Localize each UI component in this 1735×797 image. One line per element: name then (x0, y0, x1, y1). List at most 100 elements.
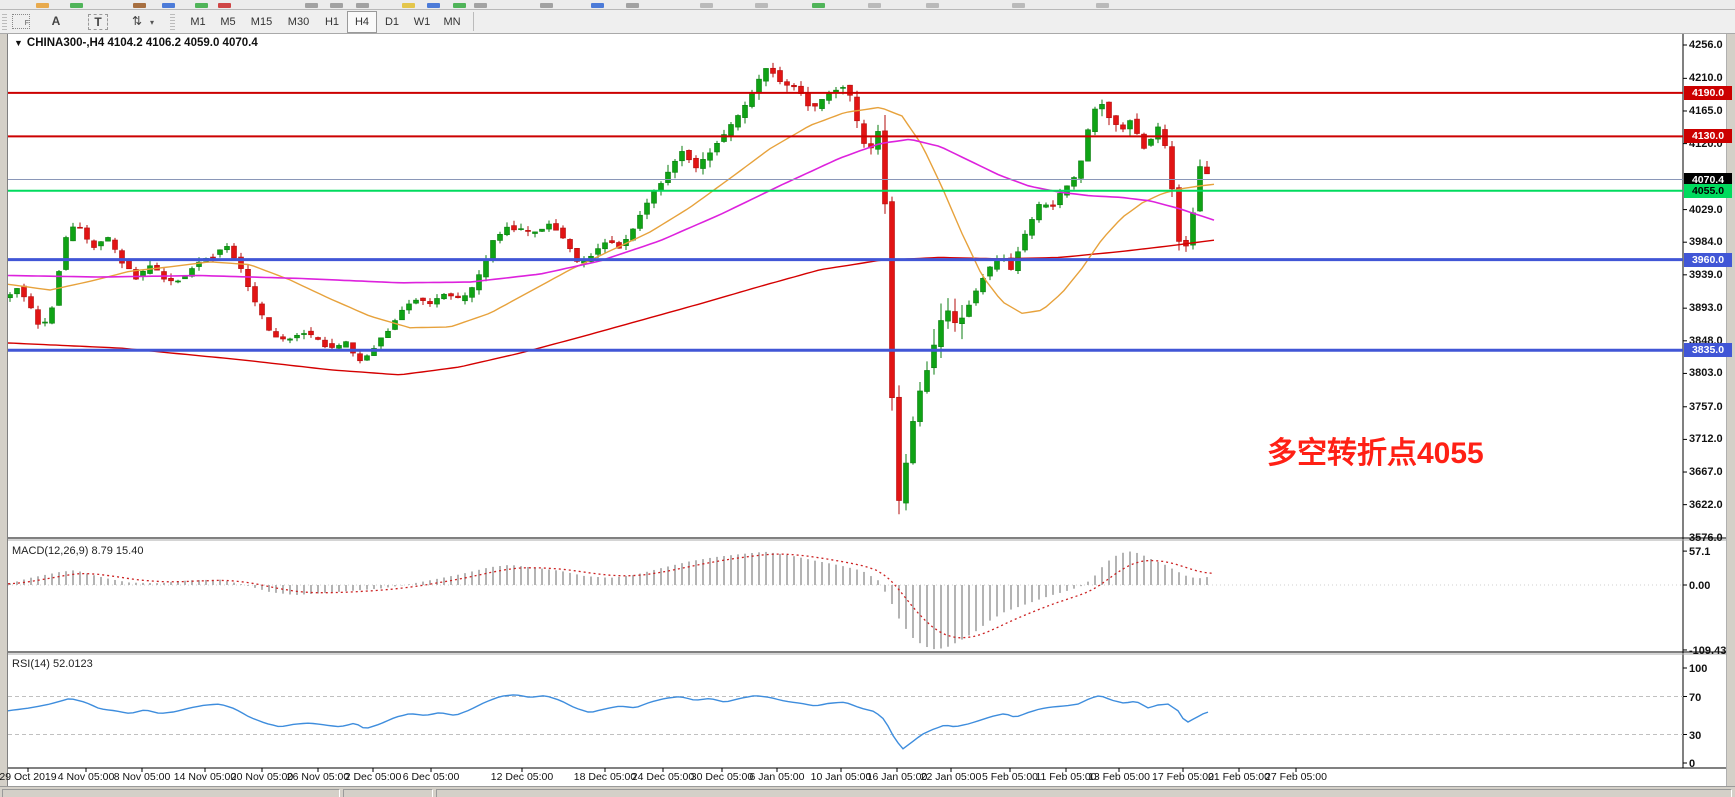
date-tick: 18 Dec 05:00 (573, 771, 637, 783)
macd-indicator-label: MACD(12,26,9) 8.79 15.40 (12, 545, 144, 557)
price-level-badge-3835: 3835.0 (1684, 343, 1732, 357)
toolbar-drag-handle[interactable] (2, 13, 7, 30)
rsi-indicator-label: RSI(14) 52.0123 (12, 658, 93, 670)
date-tick: 6 Jan 05:00 (749, 771, 805, 783)
rsi-tick-0: 0 (1689, 758, 1696, 770)
ohlc-text: CHINA300-,H4 4104.2 4106.2 4059.0 4070.4 (26, 37, 258, 49)
timeframe-button-m15[interactable]: M15 (250, 16, 273, 28)
toolbar-icon-partial[interactable] (402, 3, 415, 8)
text-label-icon[interactable]: A (51, 14, 61, 28)
toolbar-icon-partial[interactable] (926, 3, 939, 8)
timeframe-button-m5[interactable]: M5 (220, 16, 236, 28)
price-tick-3757: 3757.0 (1689, 401, 1723, 413)
date-tick: 27 Feb 05:00 (1265, 771, 1327, 783)
rsi-tick-30: 30 (1689, 730, 1702, 742)
toolbar-icon-partial[interactable] (162, 3, 175, 8)
text-box-icon[interactable]: T (88, 14, 108, 30)
timeframe-drag-handle[interactable] (170, 13, 175, 30)
status-pane (436, 789, 1732, 797)
timeframe-button-m1[interactable]: M1 (190, 16, 206, 28)
toolbar-icon-partial[interactable] (1096, 3, 1109, 8)
toolbar-icon-partial[interactable] (133, 3, 146, 8)
timeframe-button-d1[interactable]: D1 (384, 16, 400, 28)
toolbar-icon-partial[interactable] (591, 3, 604, 8)
toolbar-icon-partial[interactable] (305, 3, 318, 8)
symbol-dropdown-icon[interactable]: ▼ (14, 38, 23, 48)
price-tick-3622: 3622.0 (1689, 499, 1723, 511)
date-tick: 20 Nov 05:00 (230, 771, 294, 783)
date-tick: 16 Jan 05:00 (866, 771, 928, 783)
date-tick: 11 Feb 05:00 (1035, 771, 1097, 783)
price-tick-4210: 4210.0 (1689, 72, 1723, 84)
price-tick-4029: 4029.0 (1689, 204, 1723, 216)
status-pane (343, 789, 433, 797)
macd-tick-57.1: 57.1 (1689, 546, 1711, 558)
date-tick: 12 Dec 05:00 (490, 771, 554, 783)
toolbar-icon-partial[interactable] (427, 3, 440, 8)
rsi-tick-70: 70 (1689, 692, 1702, 704)
toolbar-icon-partial[interactable] (755, 3, 768, 8)
toolbar-row: F A T ⇅ ▾ M1 M5 M15 M30 H1 H4 D1 W1 MN (0, 10, 1735, 34)
macd-tick-0.00: 0.00 (1689, 580, 1711, 592)
toolbar-icon-partial[interactable] (330, 3, 343, 8)
date-tick: 17 Feb 05:00 (1152, 771, 1214, 783)
toolbar-separator (473, 12, 474, 31)
toolbar-icon-partial[interactable] (812, 3, 825, 8)
rsi-panel-resize-handle[interactable] (0, 651, 1735, 655)
toolbar-icon-partial[interactable] (70, 3, 83, 8)
crosshair-grid-icon[interactable]: F (12, 14, 30, 29)
chart-ohlc-title: ▼ CHINA300-,H4 4104.2 4106.2 4059.0 4070.… (14, 37, 258, 49)
date-tick: 4 Nov 05:00 (57, 771, 115, 783)
macd-panel-resize-handle[interactable] (0, 538, 1735, 542)
price-tick-3667: 3667.0 (1689, 466, 1723, 478)
toolbar-icon-partial[interactable] (474, 3, 487, 8)
pivot-annotation-text: 多空转折点4055 (1267, 437, 1484, 470)
date-tick: 2 Dec 05:00 (344, 771, 402, 783)
date-tick: 13 Feb 05:00 (1088, 771, 1150, 783)
toolbar-icon-partial[interactable] (1012, 3, 1025, 8)
window-left-edge (0, 33, 8, 797)
status-pane (2, 789, 340, 797)
date-tick: 6 Dec 05:00 (402, 771, 460, 783)
price-tick-4256: 4256.0 (1689, 39, 1723, 51)
chevron-down-icon[interactable]: ▾ (150, 18, 155, 27)
toolbar-icon-partial[interactable] (36, 3, 49, 8)
toolbar-icon-partial[interactable] (700, 3, 713, 8)
timeframe-button-h4[interactable]: H4 (347, 11, 377, 33)
timeframe-button-m30[interactable]: M30 (287, 16, 310, 28)
timeframe-button-h1[interactable]: H1 (324, 16, 340, 28)
toolbar-icon-partial[interactable] (356, 3, 369, 8)
timeframe-button-w1[interactable]: W1 (413, 16, 431, 28)
toolbar-icon-partial[interactable] (195, 3, 208, 8)
date-tick: 14 Nov 05:00 (173, 771, 237, 783)
status-bar (0, 786, 1735, 797)
price-level-badge-4130: 4130.0 (1684, 129, 1732, 143)
price-tick-3984: 3984.0 (1689, 236, 1723, 248)
price-tick-3939: 3939.0 (1689, 269, 1723, 281)
timeframe-button-mn[interactable]: MN (443, 16, 461, 28)
date-tick: 26 Nov 05:00 (286, 771, 350, 783)
arrow-tools-icon[interactable]: ⇅ (131, 14, 143, 28)
date-tick: 29 Oct 2019 (0, 771, 57, 783)
price-tick-3893: 3893.0 (1689, 302, 1723, 314)
toolbar-icon-partial[interactable] (453, 3, 466, 8)
chart-canvas[interactable] (7, 33, 1726, 786)
price-level-badge-4070: 4070.4 (1684, 173, 1732, 187)
chart-right-scroll-strip[interactable] (1726, 33, 1735, 797)
date-tick: 10 Jan 05:00 (810, 771, 872, 783)
toolbar-icon-partial[interactable] (540, 3, 553, 8)
date-tick: 21 Feb 05:00 (1208, 771, 1270, 783)
price-level-badge-4190: 4190.0 (1684, 86, 1732, 100)
date-tick: 22 Jan 05:00 (920, 771, 982, 783)
rsi-tick-100: 100 (1689, 663, 1708, 675)
toolbar-icon-partial[interactable] (626, 3, 639, 8)
price-tick-3576: 3576.0 (1689, 532, 1723, 544)
date-tick: 8 Nov 05:00 (113, 771, 171, 783)
toolbar-icon-partial[interactable] (218, 3, 231, 8)
macd-tick--109.43: -109.43 (1689, 645, 1727, 657)
toolbar-icon-partial[interactable] (868, 3, 881, 8)
price-tick-3803: 3803.0 (1689, 367, 1723, 379)
price-level-badge-3960: 3960.0 (1684, 253, 1732, 267)
toolbar-top-partial (0, 0, 1735, 10)
